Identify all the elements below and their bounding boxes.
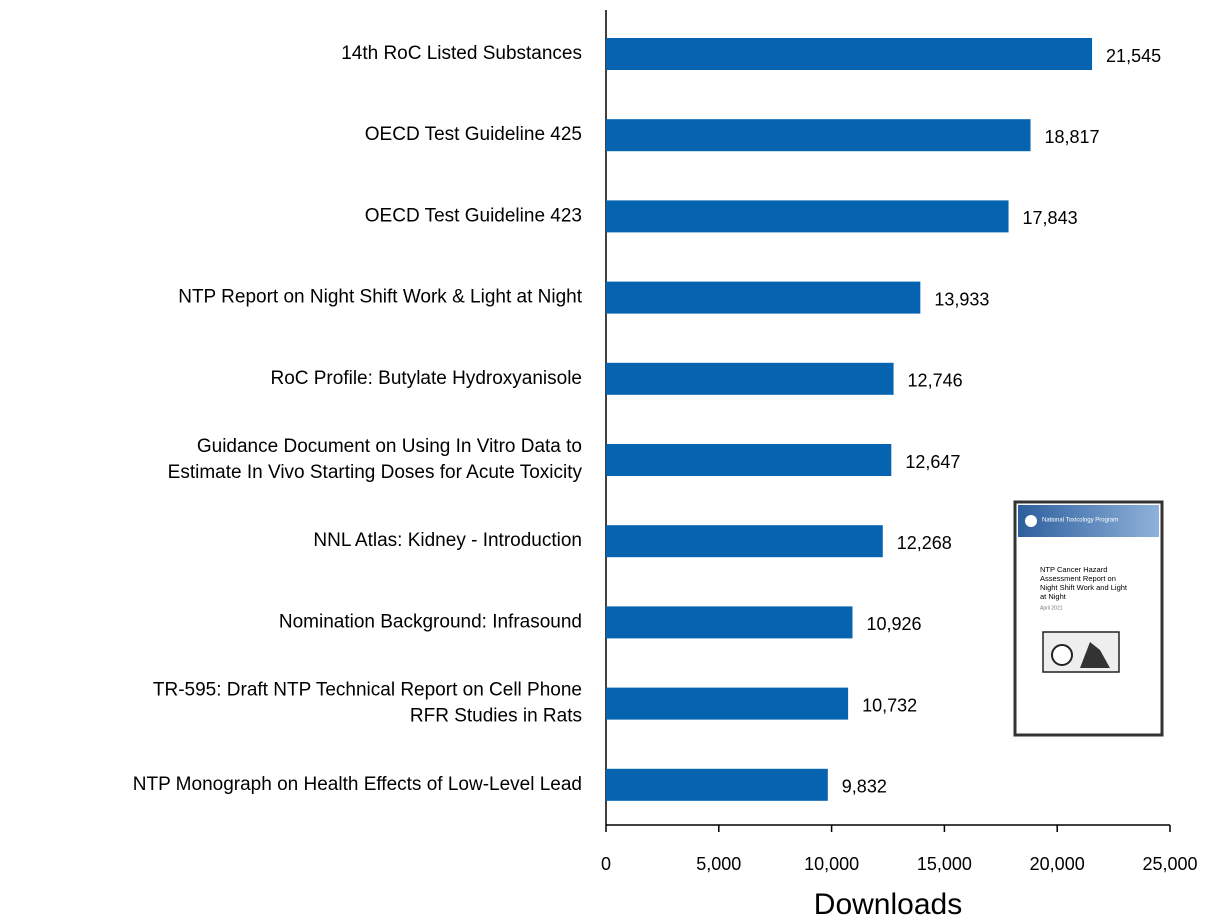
y-tick-label: NTP Monograph on Health Effects of Low-L…	[133, 774, 582, 795]
inset-date: April 2021	[1040, 605, 1063, 611]
y-tick-label: Estimate In Vivo Starting Doses for Acut…	[168, 462, 583, 483]
inset-header-band	[1018, 505, 1159, 537]
inset-logo	[1025, 515, 1037, 527]
inset-image: National Toxicology Program NTP Cancer H…	[1013, 500, 1164, 737]
x-tick-label: 5,000	[696, 854, 741, 874]
value-label: 12,268	[897, 533, 952, 553]
value-label: 9,832	[842, 777, 887, 797]
x-tick-label: 15,000	[917, 854, 972, 874]
y-tick-label: OECD Test Guideline 423	[365, 205, 582, 226]
y-tick-label: TR-595: Draft NTP Technical Report on Ce…	[153, 680, 582, 701]
y-tick-label: NTP Report on Night Shift Work & Light a…	[178, 287, 582, 308]
bar	[606, 38, 1093, 70]
x-tick-label: 25,000	[1142, 854, 1197, 874]
bar	[606, 768, 828, 801]
y-tick-label: Nomination Background: Infrasound	[279, 611, 582, 632]
x-axis-label: Downloads	[814, 888, 962, 921]
bar	[606, 281, 921, 314]
x-tick-label: 10,000	[804, 854, 859, 874]
inset-frame	[1013, 500, 1164, 737]
bar	[606, 444, 892, 476]
value-label: 12,746	[908, 371, 963, 391]
inset-clock	[1051, 644, 1073, 666]
inset-title-line: Night Shift Work and Light	[1040, 583, 1128, 592]
bar	[606, 362, 894, 395]
bar	[606, 119, 1031, 152]
y-tick-label: OECD Test Guideline 425	[365, 124, 582, 145]
inset-title-line: Assessment Report on	[1040, 574, 1116, 583]
value-label: 12,647	[905, 452, 960, 472]
inset-title-line: at Night	[1040, 592, 1067, 601]
x-tick-label: 0	[601, 854, 611, 874]
bar	[606, 687, 849, 720]
bar	[606, 200, 1009, 233]
inset-header: National Toxicology Program	[1042, 518, 1118, 524]
y-tick-label: NNL Atlas: Kidney - Introduction	[313, 530, 582, 551]
x-tick-label: 20,000	[1030, 854, 1085, 874]
y-tick-label: 14th RoC Listed Substances	[341, 43, 582, 64]
value-label: 18,817	[1045, 127, 1100, 147]
inset-figure	[1080, 642, 1110, 668]
bar	[606, 606, 853, 639]
y-tick-label: Guidance Document on Using In Vitro Data…	[197, 436, 582, 457]
value-label: 13,933	[934, 289, 989, 309]
y-tick-label: RoC Profile: Butylate Hydroxyanisole	[270, 368, 582, 389]
value-label: 21,545	[1106, 46, 1161, 66]
inset-title-line: NTP Cancer Hazard	[1040, 565, 1107, 574]
bar	[606, 525, 883, 558]
value-label: 10,732	[862, 695, 917, 715]
value-label: 10,926	[866, 614, 921, 634]
value-label: 17,843	[1023, 208, 1078, 228]
y-tick-label: RFR Studies in Rats	[410, 706, 582, 727]
